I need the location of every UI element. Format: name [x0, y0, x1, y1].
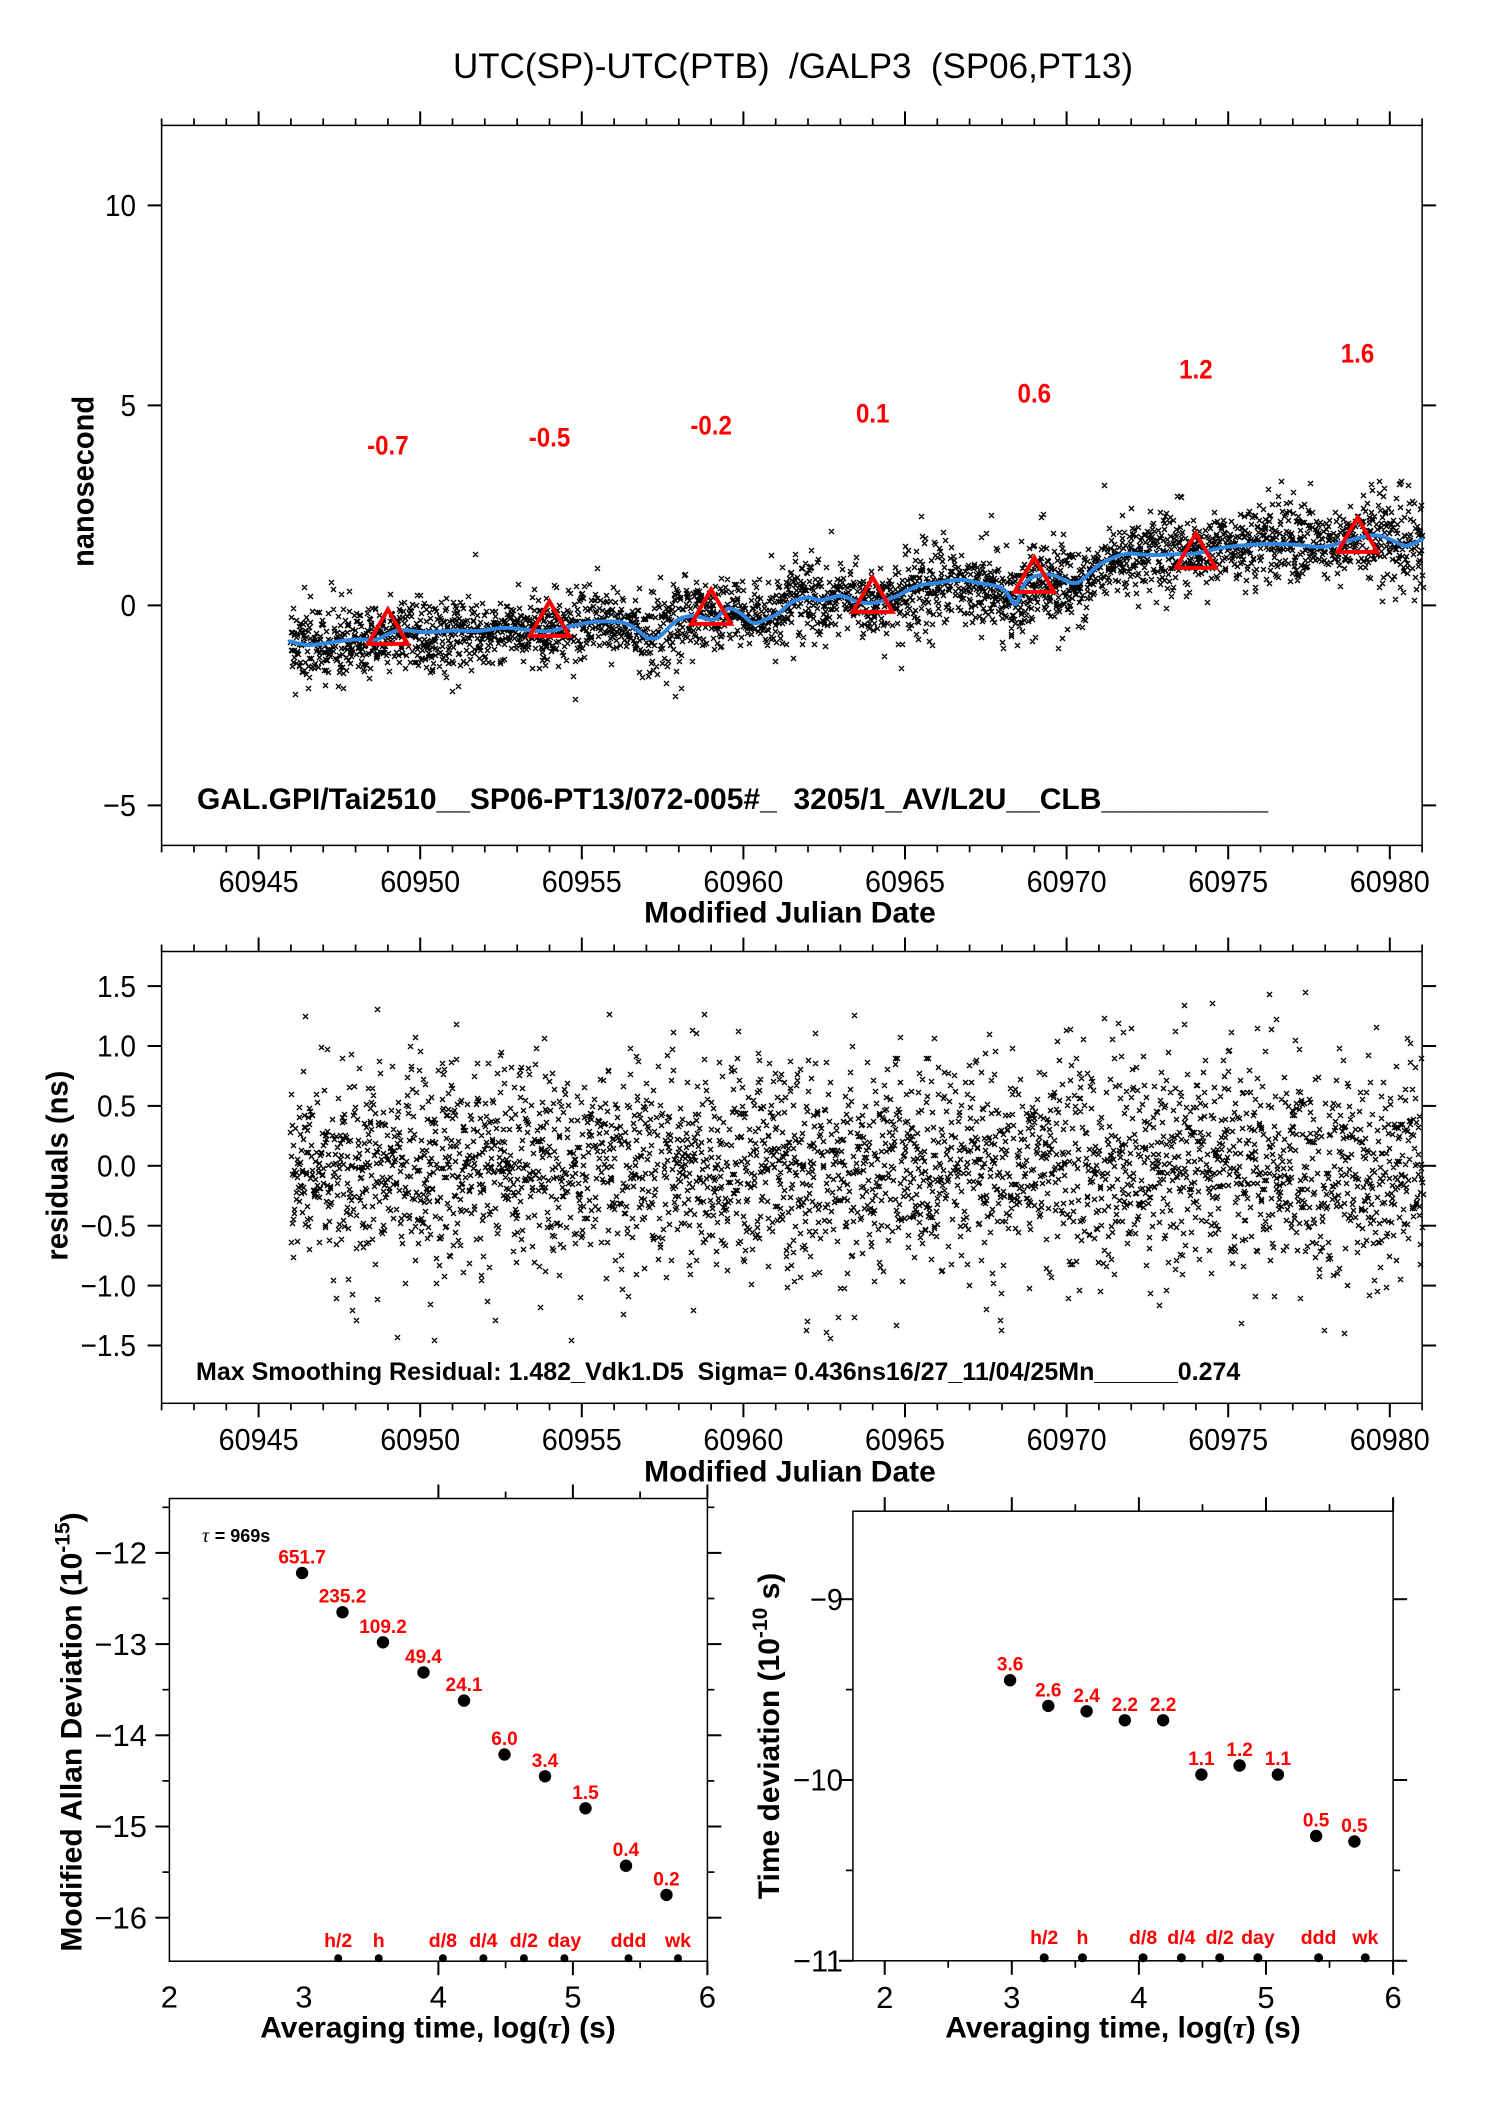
svg-text:h/2: h/2: [324, 1930, 352, 1952]
svg-text:−11: −11: [793, 1944, 843, 1979]
svg-text:6: 6: [1384, 1980, 1401, 2015]
svg-text:Averaging time, log(τ) (s): Averaging time, log(τ) (s): [945, 2012, 1301, 2045]
svg-text:0.2: 0.2: [653, 1869, 679, 1890]
svg-text:day: day: [1241, 1927, 1275, 1949]
svg-text:2: 2: [161, 1979, 178, 2014]
svg-text:0.5: 0.5: [1341, 1816, 1368, 1837]
svg-text:h: h: [373, 1930, 385, 1952]
svg-text:4: 4: [430, 1979, 447, 2014]
svg-text:5: 5: [1257, 1980, 1274, 2015]
svg-text:0.6: 0.6: [1018, 378, 1052, 408]
svg-text:−13: −13: [94, 1627, 147, 1662]
svg-text:60945: 60945: [219, 864, 299, 899]
svg-text:3: 3: [1003, 1980, 1020, 2015]
svg-text:d/8: d/8: [429, 1930, 457, 1952]
svg-text:60970: 60970: [1027, 1422, 1107, 1457]
svg-text:−9: −9: [810, 1582, 843, 1617]
svg-text:1.1: 1.1: [1265, 1749, 1292, 1770]
svg-text:−14: −14: [94, 1718, 147, 1753]
svg-text:d/2: d/2: [510, 1930, 538, 1952]
svg-text:60980: 60980: [1350, 1422, 1430, 1457]
svg-text:0.0: 0.0: [97, 1149, 136, 1184]
svg-text:−1.0: −1.0: [81, 1268, 137, 1303]
svg-text:nanosecond: nanosecond: [66, 396, 101, 567]
svg-text:−12: −12: [94, 1536, 147, 1571]
svg-text:3: 3: [295, 1979, 312, 2014]
svg-text:6.0: 6.0: [491, 1729, 517, 1750]
svg-text:60945: 60945: [219, 1422, 299, 1457]
svg-text:2.2: 2.2: [1112, 1695, 1138, 1716]
svg-text:60960: 60960: [703, 1422, 783, 1457]
svg-text:3.4: 3.4: [532, 1751, 559, 1772]
svg-text:1.5: 1.5: [97, 969, 136, 1004]
svg-text:60955: 60955: [542, 864, 622, 899]
svg-text:h/2: h/2: [1030, 1927, 1058, 1949]
svg-text:0.1: 0.1: [856, 398, 890, 428]
svg-text:UTC(SP)-UTC(PTB) /GALP3 (SP0: UTC(SP)-UTC(PTB) /GALP3 (SP06,PT13): [453, 47, 1133, 86]
svg-text:0: 0: [121, 588, 137, 623]
svg-text:2.2: 2.2: [1150, 1695, 1176, 1716]
svg-text:1.2: 1.2: [1226, 1740, 1252, 1761]
svg-text:τ = 969s: τ = 969s: [202, 1525, 270, 1547]
svg-text:−15: −15: [94, 1809, 147, 1844]
svg-text:Averaging time, log(τ) (s): Averaging time, log(τ) (s): [260, 2012, 616, 2045]
svg-text:1.2: 1.2: [1179, 354, 1213, 384]
svg-text:109.2: 109.2: [359, 1617, 407, 1638]
svg-text:60955: 60955: [542, 1422, 622, 1457]
svg-text:−1.5: −1.5: [81, 1328, 137, 1363]
svg-text:-0.2: -0.2: [690, 410, 732, 440]
svg-text:60950: 60950: [380, 864, 460, 899]
svg-text:ddd: ddd: [611, 1930, 647, 1952]
svg-text:24.1: 24.1: [446, 1675, 483, 1696]
svg-text:60970: 60970: [1027, 864, 1107, 899]
svg-text:d/4: d/4: [469, 1930, 497, 1952]
svg-text:60980: 60980: [1350, 864, 1430, 899]
svg-text:60975: 60975: [1188, 864, 1268, 899]
svg-text:60950: 60950: [380, 1422, 460, 1457]
svg-text:6: 6: [699, 1979, 716, 2014]
svg-text:10: 10: [105, 188, 136, 223]
svg-text:60965: 60965: [865, 864, 945, 899]
svg-text:5: 5: [564, 1979, 581, 2014]
svg-text:0.5: 0.5: [97, 1089, 136, 1124]
svg-text:d/2: d/2: [1206, 1927, 1234, 1949]
svg-text:GAL.GPI/Tai2510__SP06-PT13/072: GAL.GPI/Tai2510__SP06-PT13/072-005#_ 320…: [197, 783, 1269, 816]
svg-text:−5: −5: [103, 788, 136, 823]
svg-text:49.4: 49.4: [405, 1647, 442, 1668]
svg-text:d/8: d/8: [1129, 1927, 1157, 1949]
svg-text:0.5: 0.5: [1303, 1811, 1330, 1832]
svg-text:0.4: 0.4: [613, 1840, 640, 1861]
svg-text:h: h: [1077, 1927, 1089, 1949]
svg-text:2.4: 2.4: [1073, 1686, 1100, 1707]
svg-text:Modified Julian Date: Modified Julian Date: [644, 1456, 936, 1489]
svg-text:−16: −16: [94, 1900, 147, 1935]
svg-text:1.5: 1.5: [572, 1783, 599, 1804]
svg-text:day: day: [548, 1930, 582, 1952]
svg-text:-0.7: -0.7: [367, 430, 409, 460]
svg-text:-0.5: -0.5: [529, 422, 571, 452]
svg-text:60965: 60965: [865, 1422, 945, 1457]
svg-text:d/4: d/4: [1167, 1927, 1195, 1949]
svg-text:residuals (ns): residuals (ns): [40, 1071, 75, 1261]
svg-text:Max Smoothing Residual: 1.482_: Max Smoothing Residual: 1.482_Vdk1.D5 Si…: [196, 1358, 1240, 1386]
svg-text:235.2: 235.2: [319, 1587, 367, 1608]
svg-text:2: 2: [876, 1980, 893, 2015]
svg-text:651.7: 651.7: [278, 1548, 326, 1569]
svg-text:Modified Allan Deviation (10-1: Modified Allan Deviation (10-15): [52, 1512, 89, 1951]
svg-text:4: 4: [1130, 1980, 1147, 2015]
svg-text:−0.5: −0.5: [81, 1208, 137, 1243]
svg-text:60975: 60975: [1188, 1422, 1268, 1457]
svg-text:1.6: 1.6: [1341, 338, 1375, 368]
svg-text:Modified Julian Date: Modified Julian Date: [644, 897, 936, 930]
svg-text:wk: wk: [664, 1930, 691, 1952]
svg-text:1.0: 1.0: [97, 1029, 136, 1064]
svg-text:1.1: 1.1: [1188, 1749, 1215, 1770]
svg-text:2.6: 2.6: [1035, 1680, 1061, 1701]
svg-text:ddd: ddd: [1301, 1927, 1337, 1949]
svg-text:−10: −10: [793, 1763, 843, 1798]
svg-text:5: 5: [121, 388, 137, 423]
svg-text:wk: wk: [1351, 1927, 1378, 1949]
svg-text:60960: 60960: [703, 864, 783, 899]
svg-text:3.6: 3.6: [997, 1655, 1023, 1676]
